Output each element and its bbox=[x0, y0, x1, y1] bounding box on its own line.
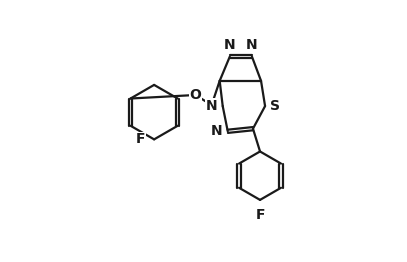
Text: N: N bbox=[206, 99, 218, 113]
Text: N: N bbox=[246, 38, 258, 52]
Text: F: F bbox=[255, 208, 265, 222]
Text: F: F bbox=[136, 132, 145, 146]
Text: S: S bbox=[270, 99, 280, 113]
Text: O: O bbox=[190, 88, 201, 102]
Text: N: N bbox=[224, 38, 236, 52]
Text: N: N bbox=[211, 124, 223, 138]
